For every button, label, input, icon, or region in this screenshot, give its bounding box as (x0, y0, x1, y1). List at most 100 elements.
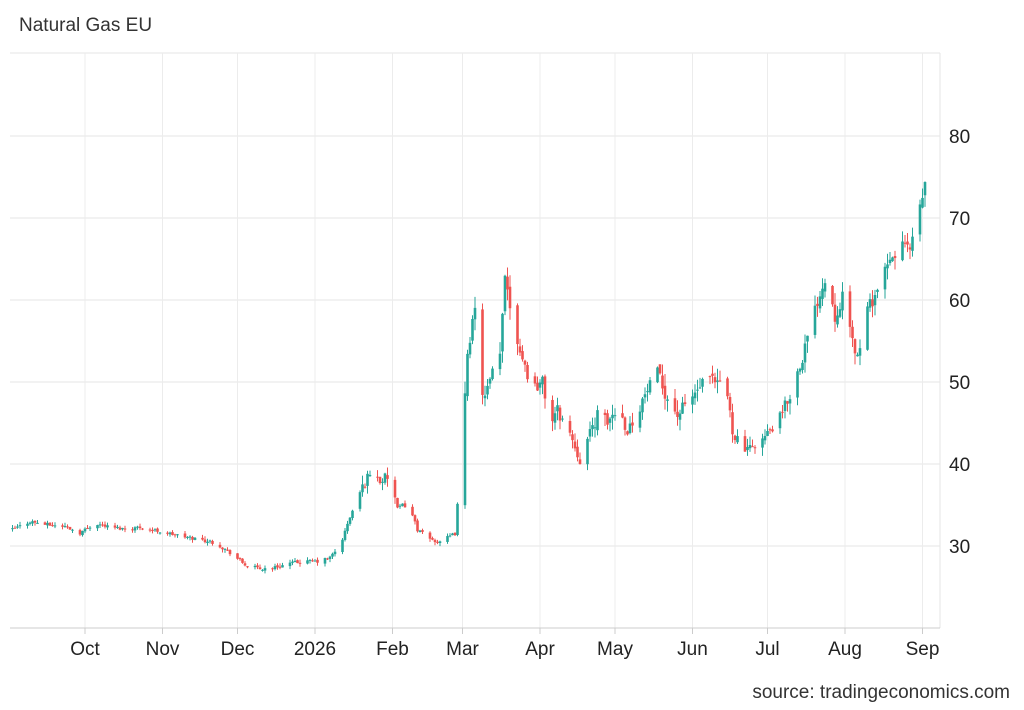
candle-body (378, 476, 382, 484)
candle-body (868, 299, 872, 308)
candle-body (191, 536, 194, 540)
candle-body (288, 562, 292, 567)
x-tick-label: Mar (446, 639, 479, 660)
candle-body (211, 540, 214, 544)
candle-body (621, 413, 624, 418)
candle-body (246, 566, 249, 568)
candle-body (296, 560, 299, 564)
candle-body (381, 481, 384, 483)
candle-body (221, 547, 224, 550)
candle-body (358, 492, 362, 509)
candle-body (118, 527, 122, 530)
candle-body (348, 517, 352, 524)
candle-body (158, 532, 162, 534)
candle-body (78, 530, 82, 535)
candle-body (86, 528, 89, 530)
candle-body (666, 399, 669, 401)
candle-body (243, 563, 247, 566)
candle-body (341, 539, 344, 553)
x-tick-label: Jul (755, 639, 779, 660)
candle-body (813, 305, 817, 335)
candle-body (701, 378, 704, 387)
candle-body (901, 241, 904, 261)
candle-body (368, 474, 372, 477)
candle-body (681, 402, 684, 414)
grid-lines (10, 52, 941, 628)
candle-body (453, 532, 457, 536)
candle-body (656, 367, 659, 383)
candle-body (823, 283, 827, 292)
candle-body (271, 568, 274, 570)
candle-body (121, 527, 124, 530)
candle-body (298, 562, 302, 564)
candle-body (576, 446, 579, 458)
candle-body (203, 539, 207, 543)
candle-body (71, 529, 74, 531)
candle-body (306, 560, 309, 564)
candle-body (803, 343, 807, 363)
candle-body (166, 532, 169, 534)
candle-body (796, 371, 799, 398)
candle-body (596, 410, 599, 431)
candle-body (183, 533, 187, 538)
y-tick-label: 60 (949, 291, 970, 312)
candle-body (691, 396, 694, 405)
candle-body (308, 559, 312, 561)
candle-body (641, 398, 644, 413)
candle-body (821, 288, 824, 299)
candle-body (26, 523, 29, 526)
candle-body (498, 353, 502, 370)
candle-body (578, 459, 582, 465)
candle-body (731, 412, 734, 435)
candle-body (428, 532, 432, 539)
candle-body (33, 520, 37, 523)
candle-body (138, 526, 142, 529)
candle-body (561, 418, 564, 420)
candle-body (728, 397, 732, 411)
candle-body (626, 431, 629, 435)
candle-body (658, 364, 662, 374)
candle-body (173, 534, 177, 536)
candle-body (606, 413, 609, 425)
candle-body (43, 522, 47, 525)
candle-body (446, 536, 449, 542)
candle-body (481, 309, 484, 395)
candle-body (918, 204, 922, 235)
candle-body (748, 445, 752, 449)
candle-body (131, 529, 134, 531)
candle-body (696, 389, 699, 391)
candle-body (893, 256, 897, 259)
candle-body (66, 526, 69, 528)
candle-body (538, 382, 542, 388)
candle-body (711, 373, 714, 376)
x-tick-label: Apr (525, 639, 555, 660)
candle-body (771, 429, 774, 432)
candle-body (591, 425, 594, 430)
candle-body (871, 299, 874, 307)
candle-body (311, 560, 314, 562)
candle-body (768, 429, 772, 431)
candle-body (186, 536, 189, 538)
candle-body (438, 541, 442, 544)
candle-body (466, 353, 469, 397)
candle-body (431, 538, 434, 540)
candle-body (891, 257, 894, 262)
candle-body (396, 497, 399, 508)
candle-body (176, 534, 179, 536)
candle-body (363, 486, 367, 488)
candle-body (451, 533, 454, 536)
candle-body (556, 405, 559, 412)
candle-body (588, 429, 592, 437)
candle-body (256, 565, 259, 568)
candle-body (746, 446, 749, 451)
candle-body (491, 368, 494, 379)
candle-body (631, 422, 634, 426)
candle-body (18, 525, 22, 527)
candle-body (848, 291, 852, 327)
candle-body (36, 522, 39, 524)
candle-body (638, 411, 642, 428)
candle-body (526, 364, 529, 380)
candle-body (416, 520, 419, 532)
candle-body (853, 339, 857, 354)
candle-body (716, 380, 719, 382)
